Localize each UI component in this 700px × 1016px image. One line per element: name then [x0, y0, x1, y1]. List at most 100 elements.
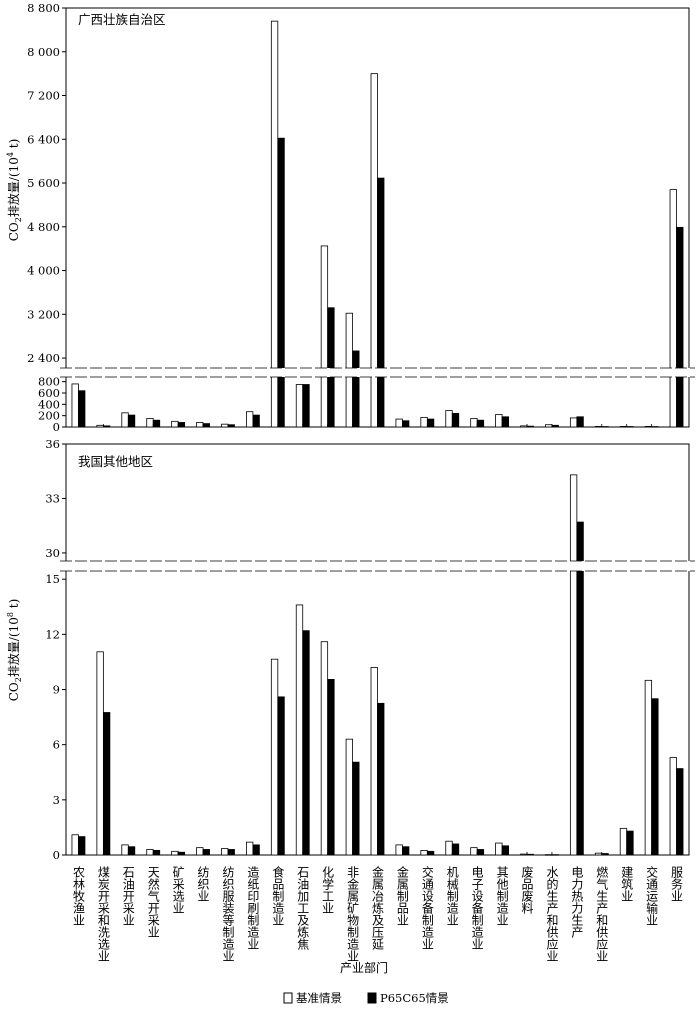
lower-tick-label-0: 0: [53, 420, 60, 434]
category-label-5: 纺织业: [196, 866, 210, 902]
upper-tick-label-0: 30: [45, 546, 60, 560]
lower-tick-label-3: 9: [53, 683, 60, 697]
bar-baseline-17: [495, 842, 503, 856]
category-label-0: 农林牧渔业: [71, 866, 85, 926]
bar-p65c65-23: [651, 426, 659, 428]
panel-guangxi: 2 400 3 200 4 000 4 800 5 600 6 400 7 200 8 000…: [6, 1, 695, 434]
lower-tick-label-1: 200: [38, 409, 60, 423]
bar-baseline-2: [121, 412, 129, 428]
bar-baseline-22: [619, 827, 628, 856]
category-label-2: 石油开采业: [121, 866, 135, 926]
bar-baseline-15: [445, 410, 453, 428]
bar-baseline-24: [669, 757, 677, 856]
bar-baseline-19: [545, 854, 553, 856]
bar-p65c65-3: [152, 850, 161, 856]
category-label-24: 服务业: [670, 866, 684, 902]
upper-tick-label-2: 4 000: [27, 264, 60, 278]
category-label-10: 化学工业: [321, 866, 335, 914]
lower-tick-label-2: 6: [53, 738, 60, 752]
bar-p65c65-20: [576, 416, 584, 428]
bar-p65c65-24: [676, 768, 684, 856]
bar-baseline-17: [495, 414, 503, 428]
bar-p65c65-18: [526, 853, 534, 856]
bar-p65c65-13: [402, 420, 410, 428]
bar-p65c65-24: [676, 226, 684, 428]
legend-label-0: 基准情景: [296, 991, 342, 1005]
bar-baseline-5: [196, 422, 204, 428]
bar-baseline-22: [619, 426, 628, 428]
bar-p65c65-5: [202, 849, 210, 856]
bar-p65c65-7: [252, 414, 260, 428]
bar-baseline-12: [370, 667, 378, 856]
bar-baseline-10: [320, 641, 329, 856]
bar-p65c65-8: [277, 696, 285, 856]
bar-baseline-6: [221, 848, 229, 856]
category-label-15: 机械制造业: [445, 866, 459, 926]
bar-p65c65-3: [152, 419, 161, 428]
category-label-12: 金属冶炼及压延: [371, 865, 385, 951]
category-label-11: 非金属矿物制造业: [346, 866, 360, 962]
category-label-9: 石油加工及炼焦: [296, 866, 310, 951]
bar-baseline-14: [420, 416, 428, 428]
upper-tick-label-0: 2 400: [27, 351, 60, 365]
bar-baseline-2: [121, 844, 129, 856]
category-label-17: 其他制造业: [495, 866, 509, 926]
bar-baseline-4: [171, 850, 179, 856]
y-axis-label: CO2排放量/(108 t): [6, 599, 23, 702]
bar-p65c65-12: [377, 702, 385, 856]
upper-tick-label-3: 4 800: [27, 220, 60, 234]
category-label-13: 金属制品业: [395, 865, 409, 926]
bar-baseline-16: [470, 847, 478, 856]
bar-p65c65-6: [227, 424, 235, 428]
bar-baseline-1: [96, 424, 104, 428]
bar-p65c65-17: [501, 845, 510, 856]
bar-p65c65-2: [127, 846, 136, 856]
bar-baseline-9: [295, 604, 304, 856]
category-label-21: 燃气生产和供应业: [595, 865, 609, 962]
panel-title: 广西壮族自治区: [78, 12, 166, 27]
bar-p65c65-14: [426, 418, 435, 428]
category-label-16: 电子设备制造业: [470, 866, 484, 950]
bar-p65c65-19: [551, 854, 559, 856]
bar-p65c65-9: [302, 384, 310, 428]
bar-p65c65-16: [476, 849, 485, 856]
category-label-3: 天然气开采业: [146, 866, 160, 938]
upper-tick-label-5: 6 400: [27, 132, 60, 146]
bar-p65c65-1: [102, 712, 111, 856]
bar-p65c65-1: [102, 425, 111, 428]
bar-baseline-1: [96, 651, 104, 856]
lower-tick-label-4: 800: [38, 375, 60, 389]
lower-tick-label-2: 400: [38, 397, 60, 411]
bar-baseline-10: [320, 245, 329, 428]
lower-tick-label-4: 12: [45, 627, 60, 641]
bar-p65c65-4: [177, 851, 186, 856]
bar-baseline-0: [71, 834, 79, 856]
bar-p65c65-4: [177, 422, 186, 428]
bar-baseline-20: [569, 417, 578, 428]
bar-p65c65-15: [451, 843, 460, 856]
bar-baseline-8: [270, 20, 279, 428]
bar-baseline-3: [146, 849, 154, 856]
bar-p65c65-22: [626, 830, 634, 856]
x-category-labels: 农林牧渔业 煤炭开采和洗选业 石油开采业 天然气开采业 矿采选业 纺织业 纺织服装等制造业造…: [71, 865, 683, 962]
upper-tick-label-2: 36: [45, 437, 60, 451]
bar-baseline-15: [445, 840, 453, 856]
bar-baseline-18: [520, 853, 528, 856]
bar-baseline-23: [644, 426, 653, 428]
bar-p65c65-15: [451, 412, 460, 428]
bar-baseline-13: [395, 418, 403, 428]
bar-p65c65-2: [127, 414, 136, 428]
y-axis-label: CO2排放量/(104 t): [6, 139, 23, 242]
bar-baseline-18: [520, 425, 528, 428]
bar-p65c65-8: [277, 137, 285, 428]
bar-baseline-4: [171, 420, 179, 428]
upper-tick-label-8: 8 800: [27, 1, 60, 15]
category-label-23: 交通运输业: [645, 865, 659, 926]
bar-baseline-13: [395, 844, 403, 856]
bar-baseline-6: [221, 423, 229, 428]
category-label-20: 电力热力生产: [570, 866, 584, 939]
upper-tick-label-4: 5 600: [27, 176, 60, 190]
bar-baseline-0: [71, 383, 79, 428]
